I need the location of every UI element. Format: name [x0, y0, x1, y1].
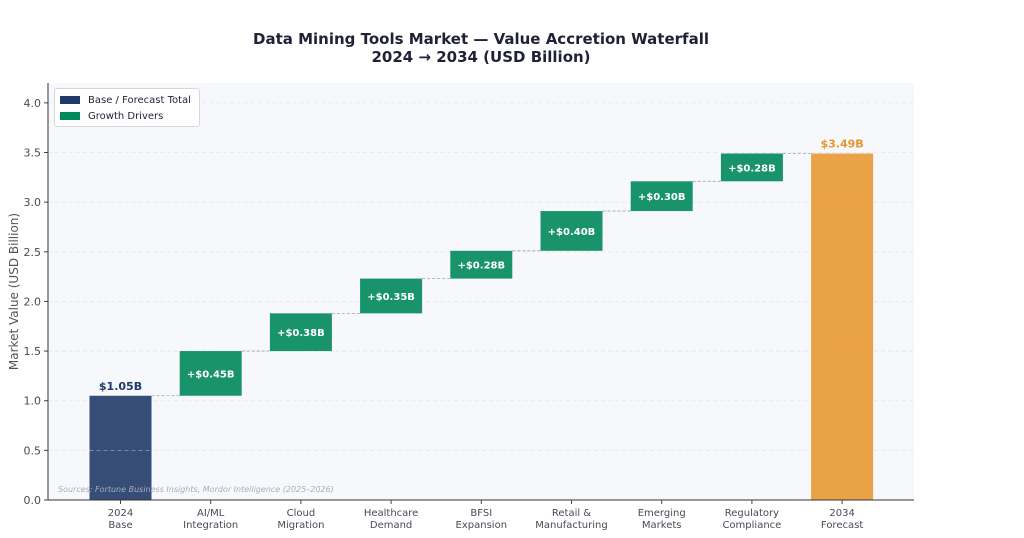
y-tick-label: 2.0: [24, 295, 42, 308]
bar-value-label: +$0.28B: [457, 261, 505, 272]
x-tick-label-line: Emerging: [638, 508, 686, 519]
x-tick-label-line: AI/ML: [197, 508, 225, 519]
bar-value-label: +$0.30B: [638, 192, 686, 203]
y-tick-label: 4.0: [24, 97, 42, 110]
source-note: Sources: Fortune Business Insights, Mord…: [58, 485, 334, 494]
x-tick-label-line: 2024: [108, 508, 133, 519]
chart-title: Data Mining Tools Market — Value Accreti…: [48, 30, 914, 66]
x-tick-label-line: Demand: [370, 520, 412, 531]
x-tick-label-line: Manufacturing: [535, 520, 607, 531]
bar-value-label: +$0.35B: [367, 292, 415, 303]
x-tick-label-line: Integration: [183, 520, 238, 531]
legend-swatch-base: [60, 96, 80, 104]
x-tick-label: Retail & Manufacturing: [535, 508, 607, 531]
x-tick-label: BFSI Expansion: [456, 508, 508, 531]
bar-delta: [360, 278, 423, 314]
plot-area: [48, 83, 914, 500]
chart-title-main: Data Mining Tools Market — Value Accreti…: [253, 30, 709, 48]
x-tick-label: AI/ML Integration: [183, 508, 238, 531]
y-tick-label: 1.5: [24, 345, 42, 358]
bar-delta: [269, 313, 332, 352]
bar-value-label: +$0.45B: [187, 369, 235, 380]
x-tick-label-line: 2034: [829, 508, 854, 519]
x-tick-label-line: Markets: [642, 520, 682, 531]
x-tick-label-line: Retail &: [552, 508, 591, 519]
legend-label-growth: Growth Drivers: [88, 110, 164, 122]
x-tick-label-line: Healthcare: [364, 508, 419, 519]
bar-forecast: [811, 153, 874, 500]
bar-delta: [179, 351, 242, 396]
x-tick-label: Emerging Markets: [638, 508, 686, 531]
y-tick-label: 0.0: [24, 494, 42, 507]
bar-total: [89, 395, 152, 500]
chart-legend: Base / Forecast Total Growth Drivers: [54, 88, 200, 127]
legend-label-base: Base / Forecast Total: [88, 94, 191, 106]
y-tick-label: 1.0: [24, 395, 42, 408]
bar-delta: [720, 153, 783, 182]
x-tick-label: Cloud Migration: [277, 508, 324, 531]
x-tick-label-line: Base: [108, 520, 132, 531]
y-tick-label: 0.5: [24, 444, 42, 457]
bar-value-label: $3.49B: [821, 137, 864, 150]
x-tick-label-line: Compliance: [722, 520, 781, 531]
x-tick-label-line: BFSI: [470, 508, 492, 519]
x-tick-label: 2034 Forecast: [821, 508, 863, 531]
x-tick-label-line: Forecast: [821, 520, 863, 531]
y-tick-label: 3.5: [24, 147, 42, 160]
x-tick-label-line: Expansion: [456, 520, 508, 531]
bar-value-label: $1.05B: [99, 380, 142, 393]
bar-value-label: +$0.40B: [548, 227, 596, 238]
x-tick-label-line: Migration: [277, 520, 324, 531]
bar-delta: [630, 181, 693, 212]
bar-delta: [540, 211, 603, 251]
bar-value-label: +$0.38B: [277, 328, 325, 339]
x-tick-label-line: Cloud: [287, 508, 316, 519]
legend-item-base: Base / Forecast Total: [55, 92, 199, 108]
bar-delta: [450, 250, 513, 279]
x-tick-label: Healthcare Demand: [364, 508, 419, 531]
legend-swatch-growth: [60, 112, 80, 120]
x-tick-label: 2024 Base: [108, 508, 133, 531]
chart-subtitle: 2024 → 2034 (USD Billion): [371, 48, 591, 66]
x-tick-label: Regulatory Compliance: [722, 508, 781, 531]
bar-value-label: +$0.28B: [728, 163, 776, 174]
y-tick-label: 3.0: [24, 196, 42, 209]
legend-item-growth: Growth Drivers: [55, 108, 199, 124]
y-tick-label: 2.5: [24, 246, 42, 259]
y-axis-label: Market Value (USD Billion): [7, 213, 21, 370]
x-tick-label-line: Regulatory: [725, 508, 779, 519]
